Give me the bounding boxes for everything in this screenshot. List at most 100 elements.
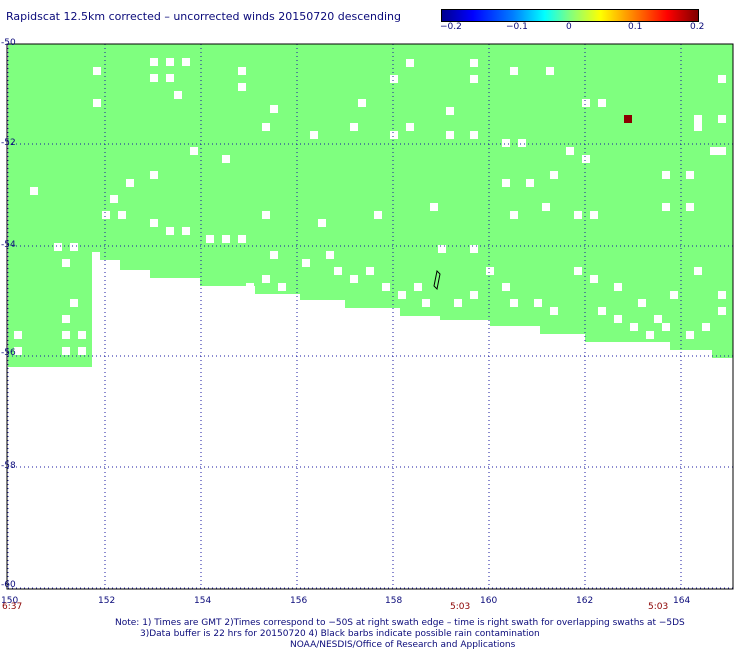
- missing-data-cell: [614, 315, 622, 323]
- missing-data-cell: [510, 299, 518, 307]
- missing-data-cell: [566, 147, 574, 155]
- map-frame: [6, 43, 734, 590]
- missing-data-cell: [238, 83, 246, 91]
- missing-data-cell: [182, 58, 190, 66]
- missing-data-cell: [126, 179, 134, 187]
- colorbar-label: 0.1: [628, 22, 643, 32]
- missing-data-cell: [358, 99, 366, 107]
- lat-label: -52: [1, 138, 16, 148]
- missing-data-cell: [686, 203, 694, 211]
- missing-data-cell: [406, 123, 414, 131]
- missing-data-cell: [78, 347, 86, 355]
- swath-coverage: [8, 44, 733, 367]
- lon-label: 158: [385, 596, 403, 606]
- footnote-line-3: NOAA/NESDIS/Office of Research and Appli…: [290, 640, 516, 650]
- missing-data-cell: [470, 291, 478, 299]
- lat-label: -56: [1, 348, 16, 358]
- missing-data-cell: [694, 267, 702, 275]
- missing-data-cell: [190, 147, 198, 155]
- missing-data-cell: [702, 323, 710, 331]
- missing-data-cell: [446, 131, 454, 139]
- missing-data-cell: [14, 331, 22, 339]
- missing-data-cell: [486, 267, 494, 275]
- missing-data-cell: [366, 267, 374, 275]
- missing-data-cell: [70, 243, 78, 251]
- missing-data-cell: [710, 147, 718, 155]
- missing-data-cell: [262, 211, 270, 219]
- missing-data-cell: [662, 171, 670, 179]
- missing-data-cell: [630, 323, 638, 331]
- missing-data-cell: [550, 171, 558, 179]
- lon-label: 160: [480, 596, 498, 606]
- missing-data-cell: [278, 283, 286, 291]
- missing-data-cell: [598, 307, 606, 315]
- missing-data-cell: [694, 123, 702, 131]
- missing-data-cell: [542, 203, 550, 211]
- missing-data-cell: [518, 139, 526, 147]
- missing-data-cell: [14, 347, 22, 355]
- missing-data-cell: [590, 211, 598, 219]
- lon-label: 150: [1, 596, 19, 606]
- missing-data-cell: [102, 211, 110, 219]
- footnote-line-1: Note: 1) Times are GMT 2)Times correspon…: [115, 618, 685, 628]
- missing-data-cell: [166, 74, 174, 82]
- swath-time-label: 6:37: [2, 602, 23, 612]
- missing-data-cell: [438, 245, 446, 253]
- missing-data-cell: [318, 219, 326, 227]
- missing-data-cell: [150, 74, 158, 82]
- missing-data-cell: [654, 315, 662, 323]
- missing-data-cell: [718, 147, 726, 155]
- missing-data-cell: [598, 99, 606, 107]
- missing-data-cell: [270, 105, 278, 113]
- missing-data-cell: [302, 259, 310, 267]
- missing-data-cell: [718, 75, 726, 83]
- missing-data-cell: [334, 267, 342, 275]
- missing-data-cell: [614, 283, 622, 291]
- missing-data-cell: [166, 227, 174, 235]
- missing-data-cell: [574, 211, 582, 219]
- missing-data-cell: [390, 75, 398, 83]
- lon-label: 152: [98, 596, 116, 606]
- missing-data-cell: [502, 139, 510, 147]
- swath-polygon: [8, 44, 733, 367]
- missing-data-cell: [470, 75, 478, 83]
- missing-data-cell: [110, 195, 118, 203]
- missing-data-cell: [150, 58, 158, 66]
- missing-data-cell: [686, 331, 694, 339]
- missing-data-cell: [70, 299, 78, 307]
- footnote-line-2: 3)Data buffer is 22 hrs for 20150720 4) …: [140, 629, 540, 639]
- missing-data-cell: [206, 235, 214, 243]
- missing-data-cell: [62, 347, 70, 355]
- missing-data-cell: [150, 171, 158, 179]
- missing-data-cell: [662, 323, 670, 331]
- lat-label: -60: [1, 580, 16, 590]
- missing-data-cell: [406, 59, 414, 67]
- missing-data-cell: [93, 99, 101, 107]
- missing-data-cell: [54, 243, 62, 251]
- missing-data-cell: [118, 211, 126, 219]
- missing-data-cell: [646, 331, 654, 339]
- lat-label: -54: [1, 240, 16, 250]
- missing-data-cell: [310, 131, 318, 139]
- missing-data-cell: [262, 275, 270, 283]
- swath-time-label: 5:03: [648, 602, 669, 612]
- missing-data-cell: [222, 155, 230, 163]
- lon-label: 156: [290, 596, 308, 606]
- missing-data-cell: [350, 275, 358, 283]
- missing-data-cells: [14, 58, 726, 355]
- missing-data-cell: [166, 58, 174, 66]
- lon-label: 154: [194, 596, 212, 606]
- missing-data-cell: [62, 315, 70, 323]
- missing-data-cell: [246, 283, 254, 291]
- missing-data-cell: [574, 267, 582, 275]
- missing-data-cell: [582, 99, 590, 107]
- missing-data-cell: [470, 59, 478, 67]
- missing-data-cell: [350, 123, 358, 131]
- missing-data-cell: [430, 203, 438, 211]
- colorbar-label: 0.2: [690, 22, 705, 32]
- missing-data-cell: [374, 211, 382, 219]
- missing-data-cell: [262, 123, 270, 131]
- missing-data-cell: [422, 299, 430, 307]
- missing-data-cell: [718, 115, 726, 123]
